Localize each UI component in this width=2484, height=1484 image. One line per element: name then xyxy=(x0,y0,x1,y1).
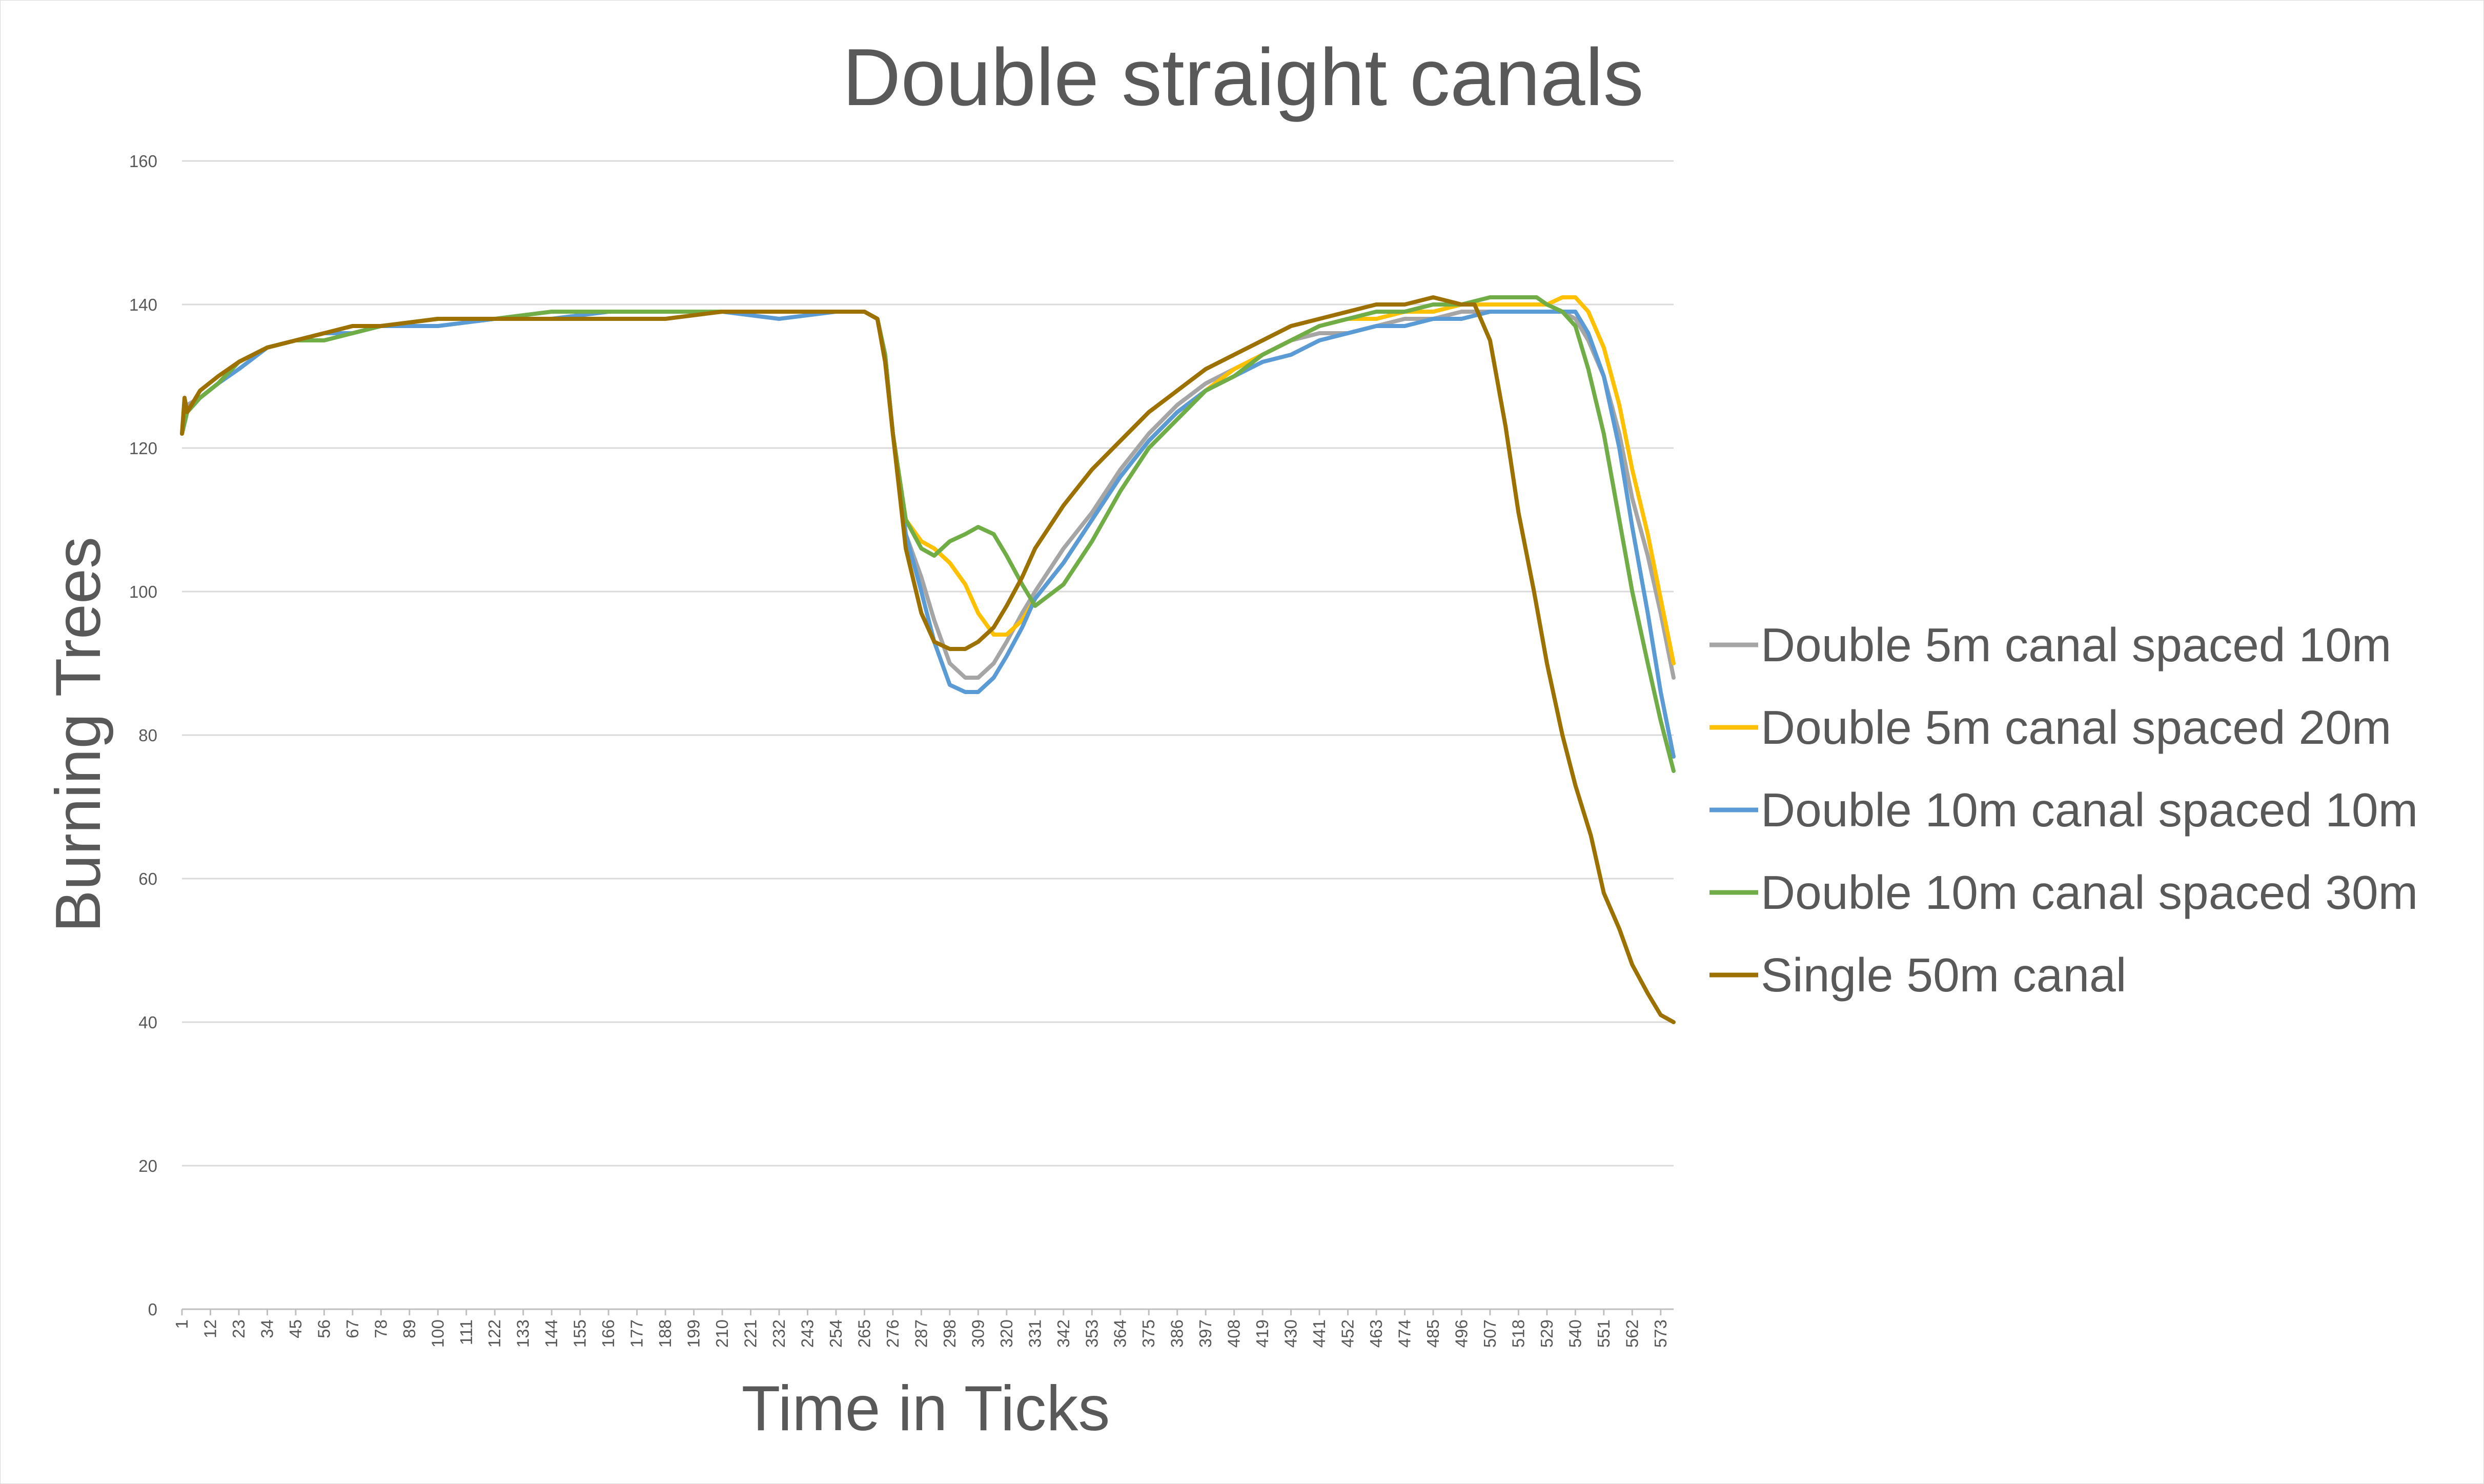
x-tick-label: 23 xyxy=(229,1319,248,1338)
y-tick-label: 120 xyxy=(129,439,157,458)
y-tick-label: 140 xyxy=(129,295,157,314)
y-tick-label: 160 xyxy=(129,152,157,171)
x-tick-label: 353 xyxy=(1082,1319,1101,1348)
x-tick-label: 452 xyxy=(1338,1319,1357,1348)
y-tick-label: 60 xyxy=(138,869,157,888)
x-tick-label: 144 xyxy=(542,1319,561,1348)
series-line-5 xyxy=(180,295,1676,1024)
legend-label: Single 50m canal xyxy=(1761,948,2126,1002)
x-tick-label: 474 xyxy=(1395,1319,1414,1348)
x-axis-ticks: 1 12 23 34 45 56 67 78 89 100 111 122 133 144 155 166 17… xyxy=(172,1309,1670,1348)
x-tick-label: 177 xyxy=(627,1319,646,1348)
x-tick-label: 56 xyxy=(314,1319,333,1338)
x-tick-label: 529 xyxy=(1537,1319,1556,1348)
x-tick-label: 518 xyxy=(1509,1319,1528,1348)
x-tick-label: 507 xyxy=(1480,1319,1499,1348)
series-lines xyxy=(180,295,1676,1024)
x-tick-label: 551 xyxy=(1594,1319,1613,1348)
x-tick-label: 122 xyxy=(485,1319,504,1348)
x-tick-label: 155 xyxy=(571,1319,589,1348)
x-tick-label: 331 xyxy=(1025,1319,1044,1348)
legend-label: Double 5m canal spaced 10m xyxy=(1761,618,2391,672)
x-tick-label: 12 xyxy=(200,1319,219,1338)
x-tick-label: 210 xyxy=(712,1319,731,1348)
x-tick-label: 34 xyxy=(257,1319,276,1338)
x-tick-label: 419 xyxy=(1253,1319,1272,1348)
x-tick-label: 364 xyxy=(1111,1319,1130,1348)
chart-title: Double straight canals xyxy=(842,32,1643,123)
y-tick-label: 80 xyxy=(138,726,157,745)
x-tick-label: 78 xyxy=(371,1319,390,1338)
legend: Double 5m canal spaced 10m Double 5m cana… xyxy=(1709,618,2418,1002)
gridlines xyxy=(182,160,1674,1310)
y-tick-label: 20 xyxy=(138,1156,157,1175)
x-tick-label: 45 xyxy=(286,1319,305,1338)
x-tick-label: 342 xyxy=(1054,1319,1073,1348)
x-tick-label: 254 xyxy=(826,1319,845,1348)
x-tick-label: 188 xyxy=(656,1319,675,1348)
x-tick-label: 375 xyxy=(1139,1319,1158,1348)
x-tick-label: 243 xyxy=(798,1319,817,1348)
legend-item: Single 50m canal xyxy=(1709,948,2126,1002)
legend-label: Double 5m canal spaced 20m xyxy=(1761,701,2391,754)
legend-item: Double 5m canal spaced 10m xyxy=(1709,618,2391,672)
x-tick-label: 309 xyxy=(968,1319,987,1348)
x-tick-label: 67 xyxy=(343,1319,362,1338)
y-tick-label: 40 xyxy=(138,1013,157,1032)
legend-label: Double 10m canal spaced 30m xyxy=(1761,866,2418,919)
x-tick-label: 1 xyxy=(172,1319,191,1329)
x-tick-label: 463 xyxy=(1367,1319,1386,1348)
x-tick-label: 287 xyxy=(911,1319,930,1348)
x-tick-label: 89 xyxy=(400,1319,419,1338)
x-tick-label: 298 xyxy=(940,1319,959,1348)
x-tick-label: 496 xyxy=(1452,1319,1471,1348)
y-axis-ticks: 0 20 40 60 80 100 120 140 160 xyxy=(129,152,157,1319)
legend-item: Double 5m canal spaced 20m xyxy=(1709,701,2391,754)
series-line-2 xyxy=(180,295,1676,665)
x-tick-label: 265 xyxy=(854,1319,873,1348)
y-tick-label: 0 xyxy=(148,1300,157,1319)
x-axis-title: Time in Ticks xyxy=(742,1373,1110,1444)
series-line-3 xyxy=(180,310,1676,759)
x-tick-label: 573 xyxy=(1651,1319,1670,1348)
x-tick-label: 232 xyxy=(769,1319,788,1348)
x-tick-label: 320 xyxy=(997,1319,1016,1348)
legend-label: Double 10m canal spaced 10m xyxy=(1761,783,2418,837)
legend-item: Double 10m canal spaced 30m xyxy=(1709,866,2418,919)
x-tick-label: 199 xyxy=(684,1319,703,1348)
x-tick-label: 430 xyxy=(1281,1319,1300,1348)
legend-item: Double 10m canal spaced 10m xyxy=(1709,783,2418,837)
x-tick-label: 408 xyxy=(1225,1319,1244,1348)
y-tick-label: 100 xyxy=(129,582,157,601)
x-tick-label: 111 xyxy=(457,1319,476,1345)
x-tick-label: 221 xyxy=(741,1319,760,1348)
x-tick-label: 540 xyxy=(1565,1319,1584,1348)
y-axis-title: Burning Trees xyxy=(43,537,114,932)
x-tick-label: 166 xyxy=(599,1319,618,1348)
x-tick-label: 386 xyxy=(1168,1319,1187,1348)
x-tick-label: 133 xyxy=(514,1319,533,1348)
x-tick-label: 100 xyxy=(428,1319,447,1348)
x-tick-label: 397 xyxy=(1196,1319,1215,1348)
x-tick-label: 562 xyxy=(1622,1319,1641,1348)
series-line-4 xyxy=(180,295,1676,773)
x-tick-label: 276 xyxy=(883,1319,902,1348)
x-tick-label: 441 xyxy=(1310,1319,1329,1348)
x-tick-label: 485 xyxy=(1423,1319,1442,1348)
